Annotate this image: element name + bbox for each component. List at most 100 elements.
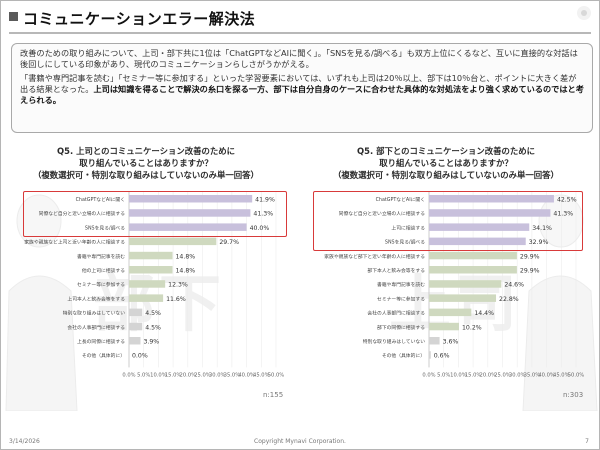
x-tick-label: 15.0%	[165, 372, 182, 378]
x-tick-label: 45.0%	[253, 372, 270, 378]
footer-copyright: Copyright Mynavi Corporation.	[254, 438, 346, 445]
data-label: 14.8%	[176, 268, 196, 275]
data-label: 0.6%	[434, 353, 450, 360]
data-label: 22.8%	[499, 296, 519, 303]
title-marker-icon	[9, 12, 18, 21]
category-label: SNSを見る/調べる	[385, 239, 425, 246]
bar	[429, 266, 517, 274]
top-four-highlight	[313, 191, 583, 251]
data-label: 40.0%	[250, 225, 270, 232]
x-tick-label: 40.0%	[238, 372, 255, 378]
data-label: 32.9%	[529, 239, 549, 246]
page-title: コミュニケーションエラー解決法	[23, 10, 256, 28]
data-label: 0.0%	[132, 353, 148, 360]
x-tick-label: 10.0%	[150, 372, 167, 378]
bar	[429, 337, 440, 345]
category-label: SNSを見る/調べる	[85, 224, 125, 231]
panel-watermark: 部下	[93, 267, 226, 340]
summary-paragraph-2-emphasis: 上司は知識を得ることで解決の糸口を探る一方、部下は自分自身のケースに合わせた具体…	[20, 84, 584, 105]
x-tick-label: 5.0%	[437, 372, 450, 378]
category-label: ChatGPTなどAIに聞く	[76, 196, 125, 203]
summary-paragraph-2: 「書籍や専門記事を読む」「セミナー等に参加する」といった学習要素においては、いず…	[20, 73, 584, 106]
category-label: 書籍や専門記事を読む	[77, 253, 125, 260]
x-tick-label: 20.0%	[480, 372, 497, 378]
x-tick-label: 5.0%	[137, 372, 150, 378]
data-label: 29.7%	[219, 239, 239, 246]
bar	[429, 351, 431, 359]
x-tick-label: 35.0%	[524, 372, 541, 378]
category-label: 特別な取り組みはしていない	[63, 310, 125, 317]
title-bar: コミュニケーションエラー解決法	[1, 1, 599, 35]
data-label: 41.3%	[253, 211, 273, 218]
summary-paragraph-2-text: 「書籍や専門記事を読む」「セミナー等に参加する」といった学習要素においては、いず…	[20, 73, 577, 94]
sample-size: n:155	[263, 391, 284, 399]
data-label: 24.6%	[504, 282, 524, 289]
category-label: 書籍や専門記事を読む	[377, 281, 425, 288]
category-label: 同僚など自分と近い立場の人に相談する	[39, 210, 126, 217]
x-tick-label: 50.0%	[268, 372, 285, 378]
boss-panel: 上司 Q5. 部下とのコミュニケーション改善のために 取り組んでいることはありま…	[301, 141, 598, 411]
bar	[129, 237, 217, 246]
footer-date: 3/14/2026	[9, 438, 40, 445]
x-tick-label: 35.0%	[224, 372, 241, 378]
data-label: 42.5%	[557, 197, 577, 204]
category-label: ChatGPTなどAIに聞く	[376, 196, 425, 203]
question-subtitle: （複数選択可・特別な取り組みはしていないのみ単一回答）	[33, 170, 259, 180]
bar	[429, 280, 502, 288]
category-label: その他（具体的に）	[382, 352, 425, 359]
category-label: 部下の同僚に相談する	[377, 324, 425, 331]
data-label: 41.9%	[255, 197, 275, 204]
summary-paragraph-1: 改善のための取り組みについて、上司・部下共に1位は「ChatGPTなどAIに聞く…	[20, 48, 578, 69]
footer-page-number: 7	[585, 438, 589, 445]
data-label: 41.3%	[553, 211, 573, 218]
category-label: 会社の人事部門に相談する	[67, 324, 125, 331]
category-label: 特別な取り組みはしていない	[363, 338, 425, 345]
data-label: 11.6%	[166, 296, 186, 303]
x-tick-label: 15.0%	[465, 372, 482, 378]
data-label: 4.5%	[145, 310, 161, 317]
data-label: 4.5%	[145, 324, 161, 331]
boss-bar-chart: 0.0% 5.0% 10.0%15.0%20.0%25.0%30.0%35.0%40…	[324, 191, 585, 378]
data-label: 3.6%	[443, 339, 459, 346]
question-subtitle: （複数選択可・特別な取り組みはしていないのみ単一回答）	[333, 170, 559, 180]
category-label: 同僚など自分と近い立場の人に相談する	[339, 210, 426, 217]
bar	[429, 223, 530, 231]
bar	[429, 195, 554, 203]
category-label: セミナー等に参加する	[377, 295, 425, 302]
bar	[429, 308, 472, 317]
person-illustration-icon	[5, 194, 78, 411]
question-title-line-1: Q5. 部下とのコミュニケーション改善のために	[357, 146, 535, 156]
question-title-line-2: 取り組んでいることはありますか？	[379, 158, 513, 168]
category-label: 他の上司に相談する	[82, 267, 125, 274]
category-label: 家族や親族など上司と近い年齢の人に相談する	[24, 239, 125, 246]
data-label: 29.9%	[520, 253, 540, 260]
question-title-line-1: Q5. 上司とのコミュニケーション改善のために	[57, 146, 235, 156]
category-label: その他（具体的に）	[82, 352, 125, 359]
x-tick-label: 20.0%	[180, 372, 197, 378]
bar	[129, 195, 253, 203]
subordinate-panel: 部下 Q5. 上司とのコミュニケーション改善のために 取り組んでいることはありま…	[1, 141, 291, 411]
data-label: 29.9%	[520, 268, 540, 275]
sample-size: n:303	[563, 391, 584, 399]
category-label: 会社の人事部門に相談する	[367, 310, 425, 317]
bar	[429, 209, 551, 217]
category-label: 部下本人と飲み会等をする	[367, 267, 425, 274]
x-tick-label: 30.0%	[209, 372, 226, 378]
bar	[429, 237, 526, 246]
bar	[129, 337, 141, 345]
category-label: 上長の同僚に相談する	[77, 338, 125, 345]
category-label: セミナー等に参加する	[77, 281, 125, 288]
x-tick-label: 50.0%	[568, 372, 585, 378]
bar	[129, 223, 247, 231]
x-tick-label: 30.0%	[509, 372, 526, 378]
bar	[429, 294, 497, 302]
top-three-highlight	[23, 191, 287, 237]
x-tick-label: 0.0%	[422, 372, 435, 378]
bar	[129, 280, 166, 288]
corner-decoration-icon	[577, 6, 591, 20]
x-tick-label: 25.0%	[194, 372, 211, 378]
title-underline	[9, 32, 591, 34]
question-title-line-2: 取り組んでいることはありますか？	[79, 158, 213, 168]
category-label: 家族や親族など部下と近い年齢の人に相談する	[324, 253, 425, 260]
